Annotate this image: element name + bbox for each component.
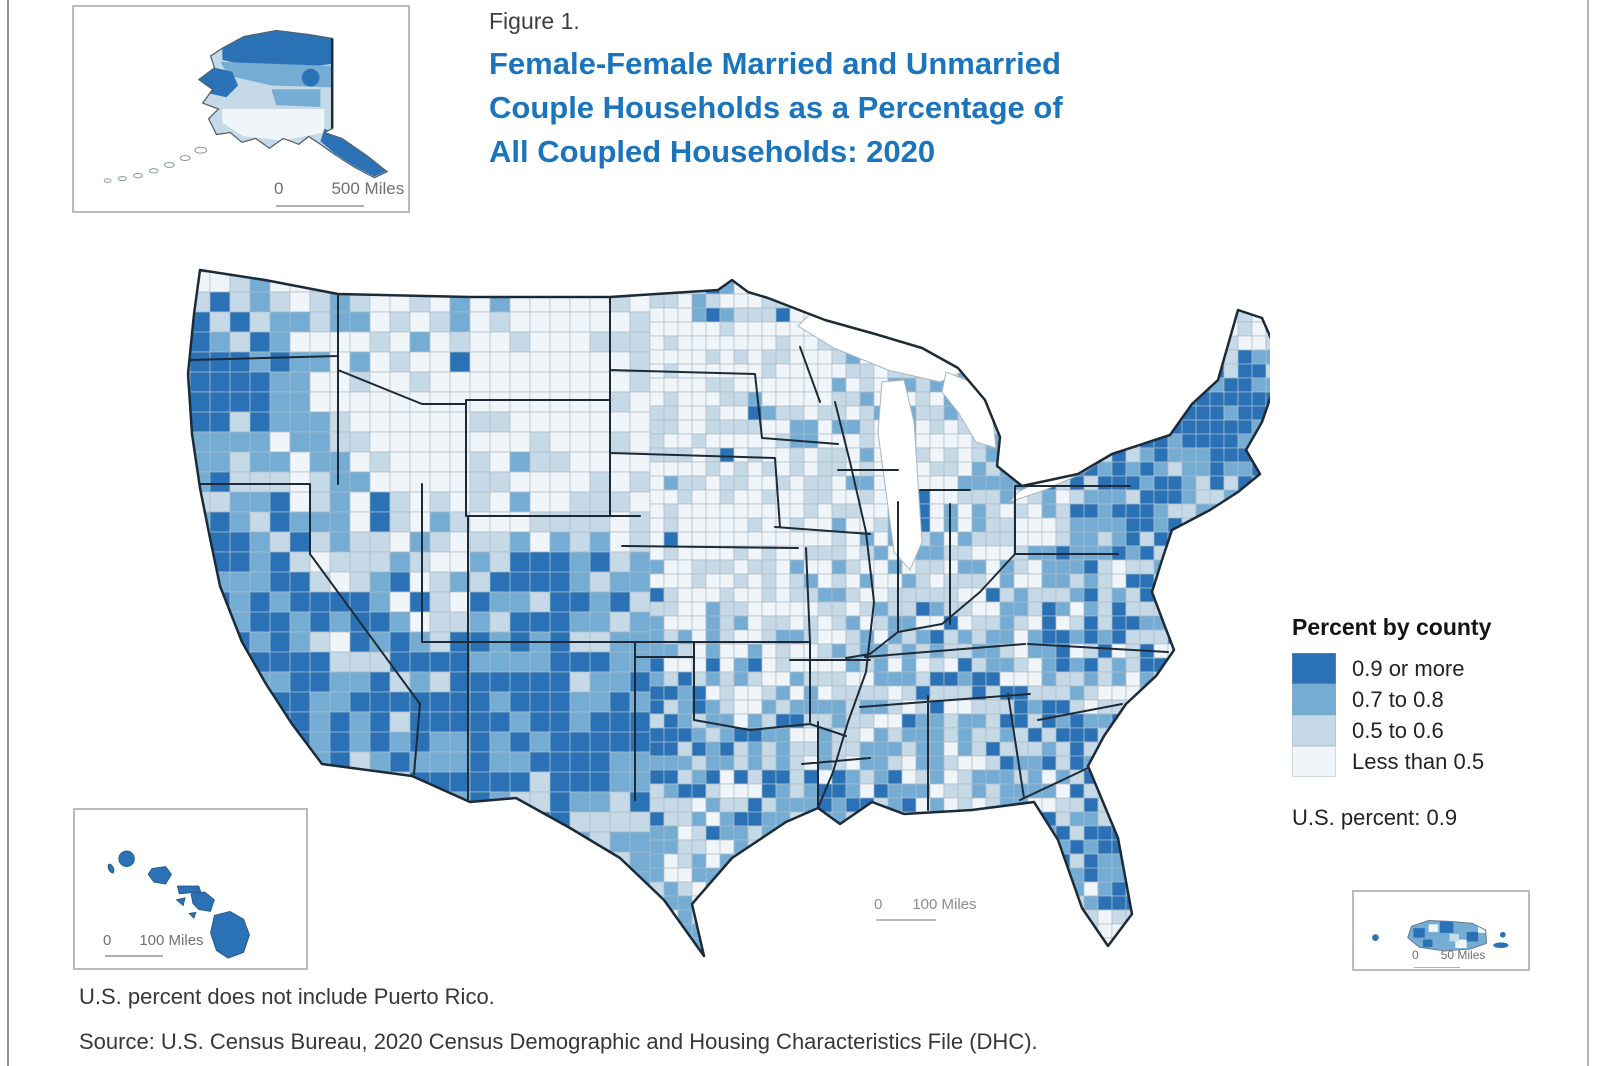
page-left-rule bbox=[7, 0, 9, 1066]
source-text: Source: U.S. Census Bureau, 2020 Census … bbox=[79, 1029, 1038, 1054]
figure-title-line-2: Couple Households as a Percentage of bbox=[489, 90, 1063, 125]
figure-title: Female-Female Married and Unmarried Coup… bbox=[489, 42, 1063, 174]
scalebar-rule bbox=[276, 205, 364, 207]
figure-title-line-1: Female-Female Married and Unmarried bbox=[489, 46, 1061, 81]
us-map-svg bbox=[186, 268, 1270, 958]
legend-item: 0.5 to 0.6 bbox=[1292, 715, 1562, 746]
legend-item: 0.7 to 0.8 bbox=[1292, 684, 1562, 715]
us-county-choropleth bbox=[170, 252, 1270, 962]
culebra-island bbox=[1499, 931, 1506, 938]
scalebar-rule bbox=[1414, 966, 1460, 968]
legend-swatch-0-5-to-0-6 bbox=[1292, 715, 1336, 746]
alaska-inset: 0 500 Miles bbox=[72, 5, 410, 213]
legend-label: 0.5 to 0.6 bbox=[1352, 717, 1444, 743]
scalebar-label: 50 Miles bbox=[1440, 948, 1486, 962]
puerto-rico-outline bbox=[1407, 920, 1488, 952]
legend-us-percent: U.S. percent: 0.9 bbox=[1292, 805, 1458, 830]
legend-swatch-0-7-to-0-8 bbox=[1292, 684, 1336, 715]
aleutian-islands bbox=[103, 146, 208, 183]
page-right-rule bbox=[1587, 0, 1589, 1066]
legend-swatch-0-9-or-more bbox=[1292, 653, 1336, 684]
mainland-scalebar: 0 100 Miles bbox=[874, 896, 977, 921]
hawaii-inset: 0 100 Miles bbox=[73, 808, 308, 970]
legend-title: Percent by county bbox=[1292, 614, 1492, 640]
scalebar-zero: 0 bbox=[874, 896, 883, 913]
hawaii-islands bbox=[107, 850, 250, 959]
legend-label: 0.9 or more bbox=[1352, 655, 1465, 681]
scalebar-label: 500 Miles bbox=[331, 179, 405, 198]
scalebar-zero: 0 bbox=[1412, 948, 1419, 962]
hawaii-scalebar: 0 100 Miles bbox=[103, 932, 204, 957]
mona-island bbox=[1372, 934, 1379, 941]
legend-item: Less than 0.5 bbox=[1292, 746, 1562, 777]
figure-title-line-3: All Coupled Households: 2020 bbox=[489, 134, 936, 169]
scalebar-label: 100 Miles bbox=[139, 932, 204, 949]
scalebar-rule bbox=[105, 955, 163, 957]
figure-label: Figure 1. bbox=[489, 8, 580, 34]
puerto-rico-map bbox=[1372, 920, 1509, 952]
puerto-rico-county-fills bbox=[1413, 921, 1486, 949]
legend-item: 0.9 or more bbox=[1292, 653, 1562, 684]
hawaii-map bbox=[107, 850, 250, 959]
legend-label: Less than 0.5 bbox=[1352, 748, 1485, 774]
map-legend: Percent by county 0.9 or more 0.7 to 0.8… bbox=[1292, 614, 1562, 831]
scalebar-rule bbox=[876, 919, 936, 921]
note-text: U.S. percent does not include Puerto Ric… bbox=[79, 984, 495, 1009]
vieques-island bbox=[1493, 942, 1509, 949]
scalebar-label: 100 Miles bbox=[912, 896, 977, 913]
puerto-rico-scalebar: 0 50 Miles bbox=[1412, 948, 1485, 968]
puerto-rico-inset: 0 50 Miles bbox=[1352, 890, 1530, 971]
scalebar-zero: 0 bbox=[274, 179, 284, 198]
alaska-scalebar: 0 500 Miles bbox=[274, 179, 404, 207]
alaska-map bbox=[103, 29, 389, 183]
legend-label: 0.7 to 0.8 bbox=[1352, 686, 1444, 712]
scalebar-zero: 0 bbox=[103, 932, 112, 949]
legend-swatch-less-than-0-5 bbox=[1292, 746, 1336, 777]
